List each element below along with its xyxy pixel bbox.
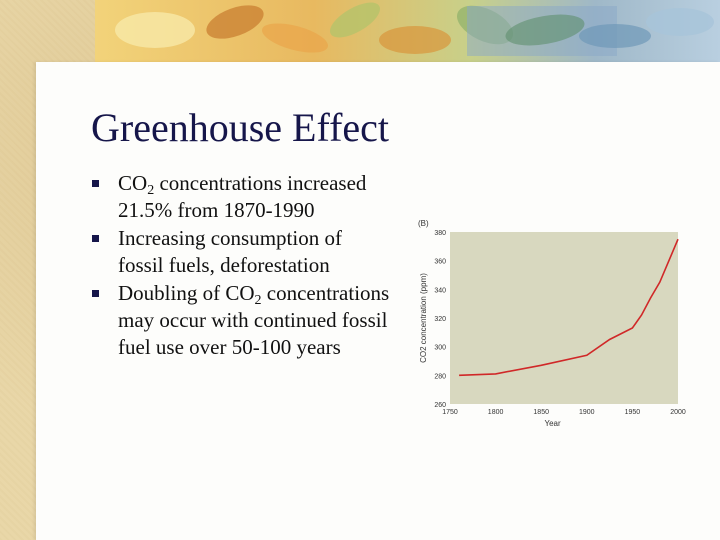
leaf-banner-icon — [95, 0, 720, 62]
subscript: 2 — [254, 293, 262, 308]
x-tick-label: 1900 — [579, 409, 595, 416]
bullet-square-icon — [92, 180, 99, 187]
x-tick-label: 1950 — [625, 409, 641, 416]
y-axis-label: CO2 concentration (ppm) — [419, 273, 428, 363]
x-tick-label: 1850 — [533, 409, 549, 416]
bullet-square-icon — [92, 235, 99, 242]
decorative-banner — [95, 0, 720, 62]
y-tick-label: 380 — [434, 230, 446, 237]
slide-title: Greenhouse Effect — [91, 105, 390, 150]
co2-line-chart: (B) 260 280 300 320 340 360 380 1750 1800 1850 190… — [418, 219, 686, 428]
bullet-text: Increasing consumption of fossil fuels, … — [118, 226, 342, 277]
x-tick-label: 1750 — [442, 409, 458, 416]
plot-area — [450, 232, 678, 404]
y-tick-label: 300 — [434, 345, 446, 352]
bullet-square-icon — [92, 290, 99, 297]
bullet-text: CO — [118, 171, 148, 195]
x-tick-label: 2000 — [670, 409, 686, 416]
y-tick-label: 260 — [434, 402, 446, 409]
bullet-text: concentrations increased 21.5% from 1870… — [118, 171, 367, 222]
bullet-list: CO2 concentrations increased 21.5% from … — [92, 170, 392, 362]
bullet-text: Doubling of CO — [118, 281, 255, 305]
x-axis-label: Year — [545, 419, 562, 428]
x-tick-label: 1800 — [488, 409, 504, 416]
y-tick-label: 320 — [434, 316, 446, 323]
bullet-item: Doubling of CO2 concentrations may occur… — [92, 280, 392, 361]
y-tick-label: 360 — [434, 259, 446, 266]
subscript: 2 — [147, 183, 155, 198]
co2-series-line — [459, 238, 679, 377]
bullet-item: Increasing consumption of fossil fuels, … — [92, 225, 392, 279]
y-tick-label: 280 — [434, 373, 446, 380]
chart-panel-label: (B) — [418, 219, 429, 228]
bullet-text: concentrations may occur with continued … — [118, 281, 390, 359]
y-tick-label: 340 — [434, 287, 446, 294]
bullet-item: CO2 concentrations increased 21.5% from … — [92, 170, 392, 224]
